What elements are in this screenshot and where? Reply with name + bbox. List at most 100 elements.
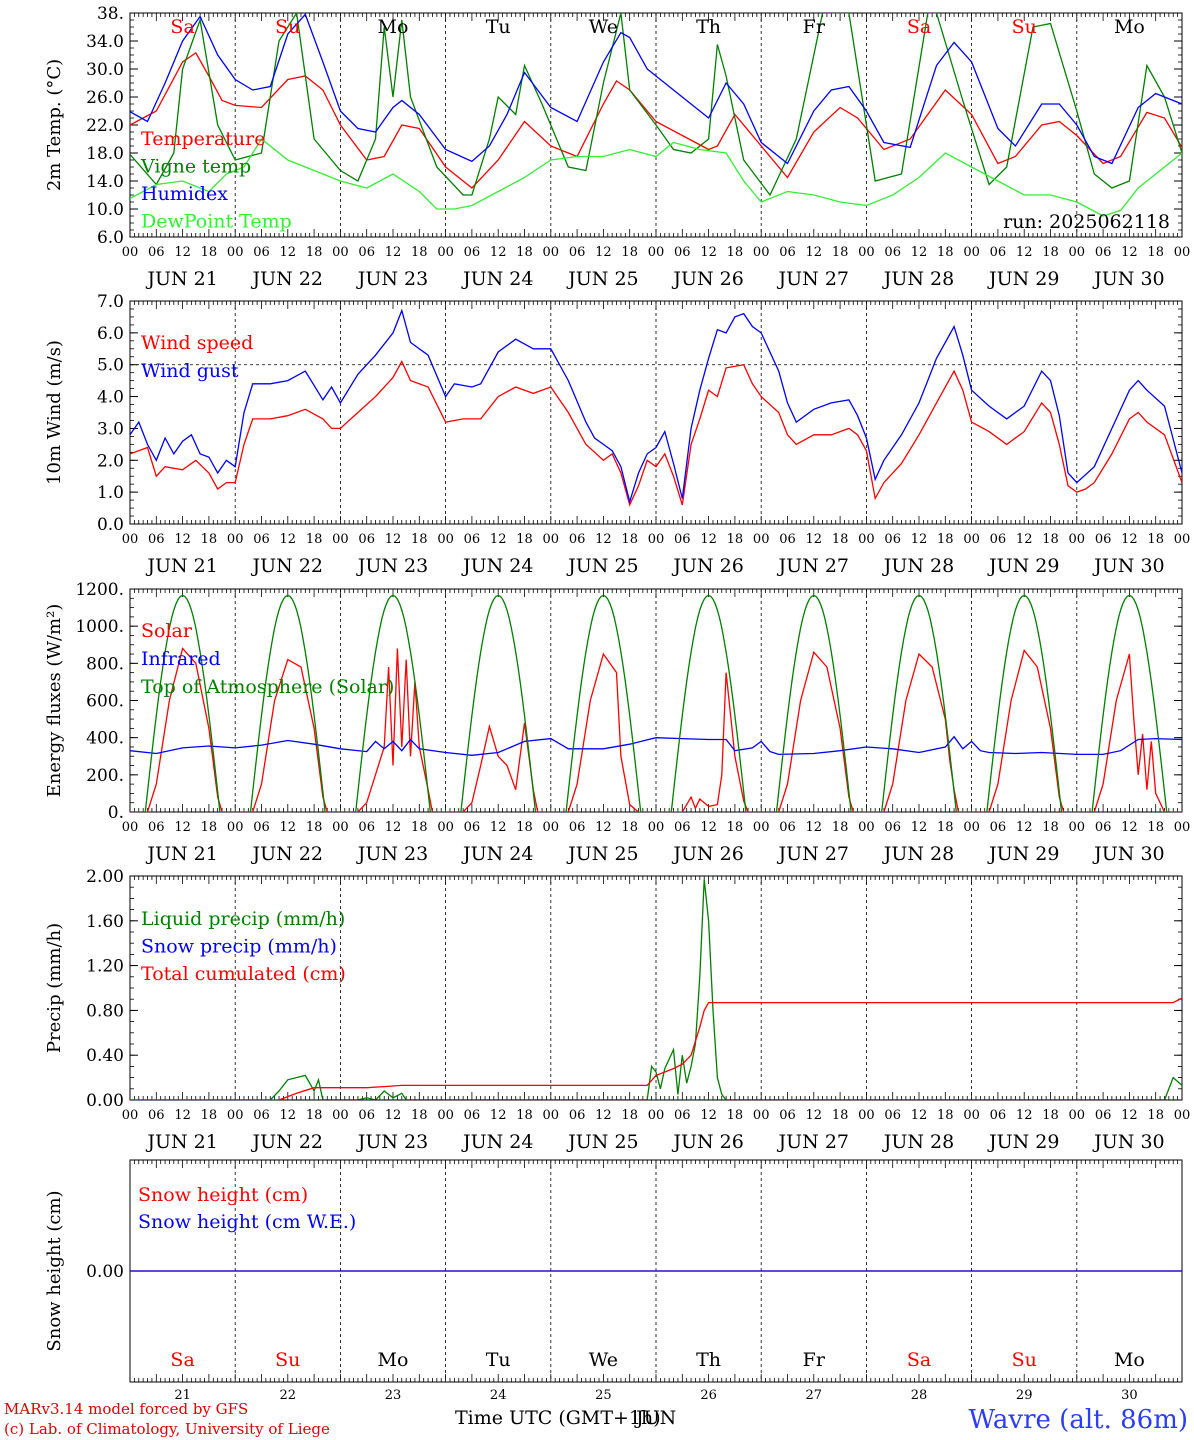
panel-frame xyxy=(129,588,1183,813)
y-axis-label: Energy fluxes (W/m²) xyxy=(44,604,65,798)
series-wind-speed xyxy=(130,360,1182,507)
y-tick-label: 10.0 xyxy=(86,200,124,220)
hour-label: 06 xyxy=(1095,245,1112,260)
hour-label: 06 xyxy=(148,820,165,835)
hour-label: 12 xyxy=(806,532,823,547)
hour-label: 18 xyxy=(832,820,849,835)
day-number: 29 xyxy=(1016,1388,1033,1403)
legend-entry: Temperature xyxy=(141,128,265,150)
legend-entry: Top of Atmosphere (Solar) xyxy=(141,676,394,698)
day-name: Sa xyxy=(170,16,194,38)
hour-label: 12 xyxy=(490,820,507,835)
hour-label: 06 xyxy=(884,820,901,835)
hour-label: 00 xyxy=(648,245,665,260)
date-label: JUN 26 xyxy=(671,1131,743,1153)
date-label: JUN 27 xyxy=(777,843,849,865)
hour-label: 06 xyxy=(990,1108,1007,1123)
date-label: JUN 28 xyxy=(882,843,954,865)
day-name: Mo xyxy=(378,16,409,38)
hour-label: 00 xyxy=(963,1108,980,1123)
hour-label: 12 xyxy=(1016,532,1033,547)
y-tick-label: 6.0 xyxy=(97,324,124,344)
y-tick-label: 6.0 xyxy=(97,228,124,248)
hour-label: 12 xyxy=(1121,820,1138,835)
hour-label: 00 xyxy=(858,1108,875,1123)
series-solar xyxy=(130,647,1182,812)
footer-model-line: MARv3.14 model forced by GFS xyxy=(4,1400,248,1418)
day-number: 27 xyxy=(806,1388,823,1403)
hour-label: 00 xyxy=(437,245,454,260)
legend-entry: Vigne temp xyxy=(140,156,251,178)
hour-label: 18 xyxy=(1147,1108,1164,1123)
hour-label: 12 xyxy=(1121,1108,1138,1123)
y-tick-label: 0.0 xyxy=(97,515,124,535)
date-label: JUN 21 xyxy=(145,268,217,290)
hour-label: 06 xyxy=(674,820,691,835)
y-tick-label: 1.0 xyxy=(97,483,124,503)
day-number: 24 xyxy=(490,1388,507,1403)
y-tick-label: 0.00 xyxy=(86,1091,124,1111)
date-label: JUN 23 xyxy=(356,1131,428,1153)
date-label: JUN 23 xyxy=(356,555,428,577)
hour-label: 12 xyxy=(174,1108,191,1123)
hour-label: 00 xyxy=(1069,1108,1086,1123)
hour-label: 12 xyxy=(700,532,717,547)
hour-label: 06 xyxy=(253,245,270,260)
hour-label: 00 xyxy=(227,245,244,260)
hour-label: 06 xyxy=(569,245,586,260)
hour-label: 00 xyxy=(227,1108,244,1123)
day-name: Fr xyxy=(803,1349,826,1371)
hour-label: 06 xyxy=(253,532,270,547)
panel-3: 1200. 1000. 800. 600. 400. 200. 0. Energy fluxe… xyxy=(44,580,1190,865)
date-label: JUN 23 xyxy=(356,268,428,290)
date-label: JUN 26 xyxy=(671,555,743,577)
hour-label: 18 xyxy=(1147,820,1164,835)
hour-label: 06 xyxy=(884,1108,901,1123)
hour-label: 18 xyxy=(201,820,218,835)
hour-label: 00 xyxy=(227,532,244,547)
day-name: We xyxy=(589,16,618,38)
y-tick-label: 14.0 xyxy=(86,172,124,192)
hour-label: 00 xyxy=(1069,245,1086,260)
date-label: JUN 29 xyxy=(987,268,1059,290)
hour-label: 12 xyxy=(280,532,297,547)
hour-label: 18 xyxy=(832,1108,849,1123)
y-tick-label: 200. xyxy=(86,766,124,786)
hour-label: 00 xyxy=(332,820,349,835)
hour-label: 06 xyxy=(1095,532,1112,547)
hour-label: 06 xyxy=(148,532,165,547)
hour-label: 12 xyxy=(806,820,823,835)
hour-label: 12 xyxy=(174,245,191,260)
hour-label: 06 xyxy=(1095,820,1112,835)
hour-label: 06 xyxy=(569,1108,586,1123)
hour-label: 12 xyxy=(595,245,612,260)
hour-label: 00 xyxy=(543,245,560,260)
hour-label: 00 xyxy=(437,532,454,547)
day-name: Tu xyxy=(486,16,511,38)
hour-label: 18 xyxy=(1042,245,1059,260)
hour-label: 12 xyxy=(1121,532,1138,547)
date-label: JUN 28 xyxy=(882,268,954,290)
hour-label: 00 xyxy=(1069,820,1086,835)
hour-label: 00 xyxy=(1174,820,1191,835)
hour-label: 00 xyxy=(332,532,349,547)
hour-label: 06 xyxy=(990,820,1007,835)
hour-label: 06 xyxy=(779,820,796,835)
date-label: JUN 30 xyxy=(1092,555,1164,577)
hour-label: 18 xyxy=(727,820,744,835)
y-tick-label: 4.0 xyxy=(97,388,124,408)
hour-label: 06 xyxy=(464,820,481,835)
legend-entry: Solar xyxy=(141,620,193,642)
day-number: 26 xyxy=(700,1388,717,1403)
y-tick-label: 0.40 xyxy=(86,1046,124,1066)
date-label: JUN 24 xyxy=(461,843,533,865)
hour-label: 18 xyxy=(516,532,533,547)
day-number: 28 xyxy=(911,1388,928,1403)
y-tick-label: 18.0 xyxy=(86,144,124,164)
legend-entry: Wind speed xyxy=(141,332,253,354)
hour-label: 12 xyxy=(806,245,823,260)
hour-label: 18 xyxy=(727,1108,744,1123)
hour-label: 06 xyxy=(779,1108,796,1123)
date-label: JUN 27 xyxy=(777,1131,849,1153)
hour-label: 18 xyxy=(411,1108,428,1123)
